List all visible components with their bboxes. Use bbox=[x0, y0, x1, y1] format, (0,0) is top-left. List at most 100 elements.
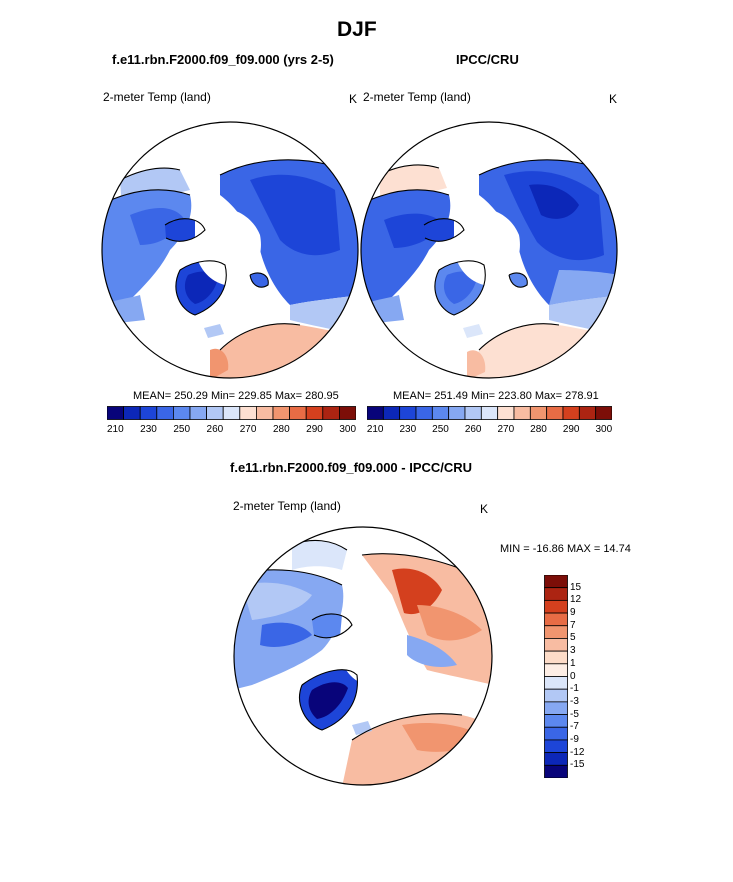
colorbar-box bbox=[399, 406, 417, 420]
colorbar-tick-label: 290 bbox=[562, 424, 580, 435]
colorbar-box bbox=[367, 406, 384, 420]
colorbar-box bbox=[464, 406, 482, 420]
colorbar-box bbox=[544, 663, 568, 677]
colorbar-tick-label: 0 bbox=[570, 670, 576, 682]
europe-west bbox=[467, 350, 486, 378]
panel1-stats: MEAN= 250.29 Min= 229.85 Max= 280.95 bbox=[133, 390, 339, 402]
colorbar-box bbox=[529, 406, 548, 420]
colorbar-box bbox=[222, 406, 241, 420]
colorbar-tick-label: -9 bbox=[570, 733, 579, 745]
panel2-variable-label: 2-meter Temp (land) bbox=[363, 90, 471, 104]
panel2-polar-map bbox=[360, 121, 618, 379]
colorbar-tick-label: 270 bbox=[497, 424, 515, 435]
colorbar-tick-label: 300 bbox=[595, 424, 613, 435]
colorbar-box bbox=[139, 406, 158, 420]
iceland bbox=[463, 324, 483, 338]
europe-west bbox=[210, 348, 229, 378]
colorbar-box bbox=[544, 575, 568, 589]
arctic-ocean bbox=[339, 607, 405, 685]
colorbar-tick-label: 210 bbox=[106, 424, 124, 435]
colorbar-box bbox=[544, 587, 568, 601]
colorbar-box bbox=[322, 406, 340, 420]
colorbar-box bbox=[544, 752, 568, 766]
colorbar-box bbox=[305, 406, 324, 420]
colorbar-tick-label: 230 bbox=[399, 424, 417, 435]
panel1-units-label: K bbox=[349, 92, 358, 106]
colorbar-box bbox=[544, 599, 568, 614]
colorbar-box bbox=[544, 676, 568, 690]
colorbar-box bbox=[544, 714, 568, 728]
panel1-polar-map bbox=[101, 121, 359, 379]
panel1-colorbar bbox=[107, 406, 356, 420]
siberia-diff-cold bbox=[407, 635, 457, 667]
colorbar-tick-label: 280 bbox=[272, 424, 290, 435]
colorbar-box bbox=[206, 406, 224, 420]
canada-core bbox=[130, 208, 185, 245]
arctic-ocean bbox=[453, 207, 520, 285]
colorbar-tick-label: 260 bbox=[464, 424, 482, 435]
colorbar-box bbox=[239, 406, 257, 420]
colorbar-tick-label: -1 bbox=[570, 683, 579, 695]
svalbard bbox=[250, 273, 269, 288]
colorbar-box bbox=[107, 406, 125, 420]
panel3-title: f.e11.rbn.F2000.f09_f09.000 - IPCC/CRU bbox=[230, 460, 473, 475]
greenland-core bbox=[184, 271, 218, 304]
colorbar-tick-label: 300 bbox=[339, 424, 357, 435]
greenland-diff-core bbox=[308, 682, 348, 719]
panel2-colorbar-ticks: 210 230 250 260 270 280 290 300 bbox=[367, 424, 612, 438]
iceland bbox=[204, 324, 224, 338]
panel3-variable-label: 2-meter Temp (land) bbox=[233, 499, 341, 513]
alaska-diff bbox=[292, 540, 347, 570]
colorbar-tick-label: 210 bbox=[366, 424, 384, 435]
colorbar-tick-label: 12 bbox=[570, 594, 582, 606]
colorbar-box bbox=[255, 406, 274, 420]
colorbar-box bbox=[544, 701, 568, 715]
panel3-minmax: MIN = -16.86 MAX = 14.74 bbox=[500, 543, 631, 555]
canada-diff-dark bbox=[260, 622, 312, 647]
colorbar-box bbox=[562, 406, 580, 420]
colorbar-tick-label: 280 bbox=[530, 424, 547, 435]
page-title: DJF bbox=[337, 18, 377, 41]
panel3-colorbar-ticks: 15 12 9 7 5 3 1 0 -1 -3 -5 -7 -9 -12 -15 bbox=[570, 575, 600, 778]
panel3-colorbar bbox=[544, 575, 568, 778]
eurasia-mid bbox=[549, 270, 617, 305]
colorbar-box bbox=[544, 688, 568, 703]
colorbar-tick-label: 260 bbox=[206, 424, 224, 435]
colorbar-box bbox=[544, 739, 568, 754]
colorbar-box bbox=[546, 406, 564, 420]
colorbar-tick-label: 270 bbox=[239, 424, 257, 435]
canada-diff-light bbox=[242, 582, 312, 620]
siberia-diff-warm bbox=[392, 568, 442, 615]
colorbar-box bbox=[123, 406, 141, 420]
svalbard bbox=[509, 273, 528, 288]
colorbar-box bbox=[480, 406, 499, 420]
panel1-title: f.e11.rbn.F2000.f09_f09.000 (yrs 2-5) bbox=[112, 52, 334, 67]
colorbar-box bbox=[338, 406, 356, 420]
colorbar-box bbox=[431, 406, 450, 420]
colorbar-tick-label: -5 bbox=[570, 708, 579, 720]
colorbar-box bbox=[497, 406, 515, 420]
colorbar-box bbox=[415, 406, 433, 420]
colorbar-box bbox=[578, 406, 597, 420]
colorbar-tick-label: 290 bbox=[306, 424, 323, 435]
colorbar-box bbox=[448, 406, 466, 420]
panel2-title: IPCC/CRU bbox=[456, 52, 519, 67]
colorbar-box bbox=[544, 764, 568, 778]
colorbar-tick-label: 5 bbox=[570, 632, 576, 644]
colorbar-box bbox=[272, 406, 291, 420]
colorbar-box bbox=[189, 406, 208, 420]
colorbar-box bbox=[544, 612, 568, 627]
colorbar-tick-label: -3 bbox=[570, 695, 579, 707]
siberia-coldest bbox=[529, 184, 579, 219]
colorbar-box bbox=[513, 406, 531, 420]
colorbar-box bbox=[544, 638, 568, 652]
arctic-ocean bbox=[194, 207, 261, 285]
siberia-core bbox=[250, 174, 340, 256]
colorbar-tick-label: -7 bbox=[570, 721, 579, 733]
siberia-diff-mid bbox=[417, 605, 482, 641]
greenland-core bbox=[443, 271, 477, 304]
colorbar-tick-label: 230 bbox=[140, 424, 157, 435]
colorbar-tick-label: 250 bbox=[432, 424, 449, 435]
panel1-colorbar-ticks: 210 230 250 260 270 280 290 300 bbox=[107, 424, 356, 438]
colorbar-box bbox=[544, 650, 568, 665]
